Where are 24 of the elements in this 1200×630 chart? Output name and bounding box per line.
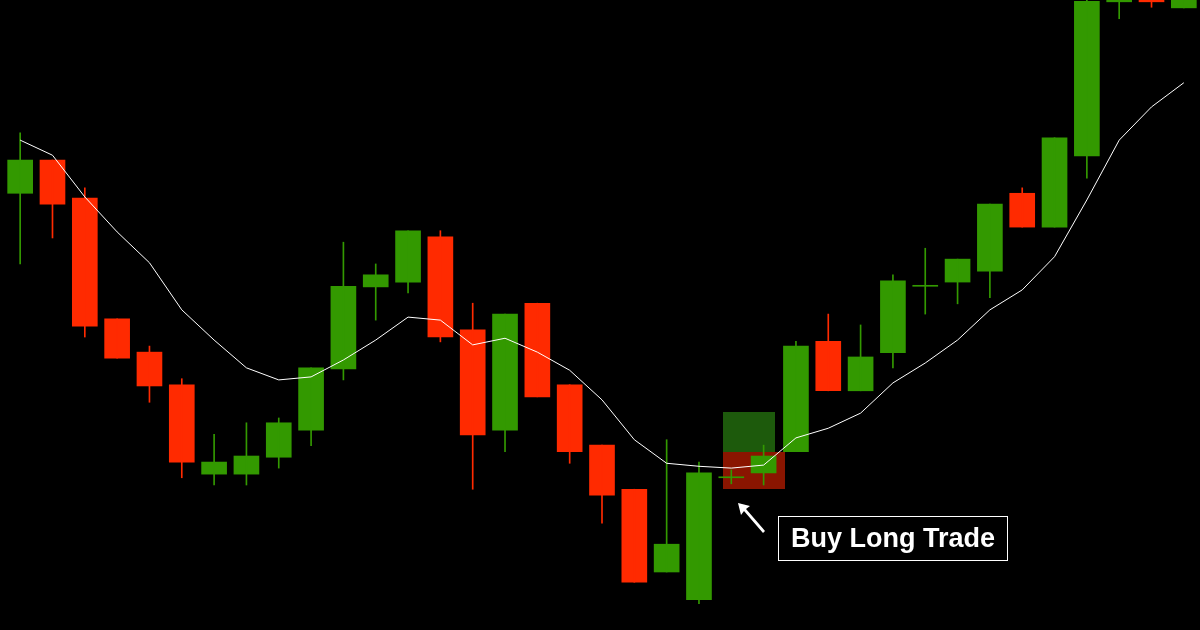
candlestick: [686, 461, 712, 604]
candlestick: [298, 367, 324, 447]
candlestick: [459, 302, 486, 490]
candlestick: [556, 384, 583, 464]
candlestick: [880, 274, 906, 369]
candlestick: [1074, 0, 1100, 179]
candlestick: [589, 444, 615, 524]
candlestick: [621, 488, 648, 583]
candlestick: [104, 318, 130, 359]
candlestick: [912, 247, 939, 315]
candlestick: [492, 313, 518, 453]
candlestick: [362, 263, 389, 321]
candlestick: [783, 340, 809, 453]
candlestick: [815, 313, 842, 392]
candlestick: [977, 203, 1003, 299]
candlestick: [7, 132, 33, 265]
candlestick: [168, 378, 195, 479]
candlestick: [1171, 0, 1197, 9]
candlestick: [1009, 187, 1036, 228]
annotation: Buy Long Trade: [778, 516, 1009, 561]
candlestick: [718, 469, 745, 485]
candlestick: [265, 417, 292, 469]
candlestick: [395, 230, 421, 294]
candlestick: [71, 187, 98, 338]
